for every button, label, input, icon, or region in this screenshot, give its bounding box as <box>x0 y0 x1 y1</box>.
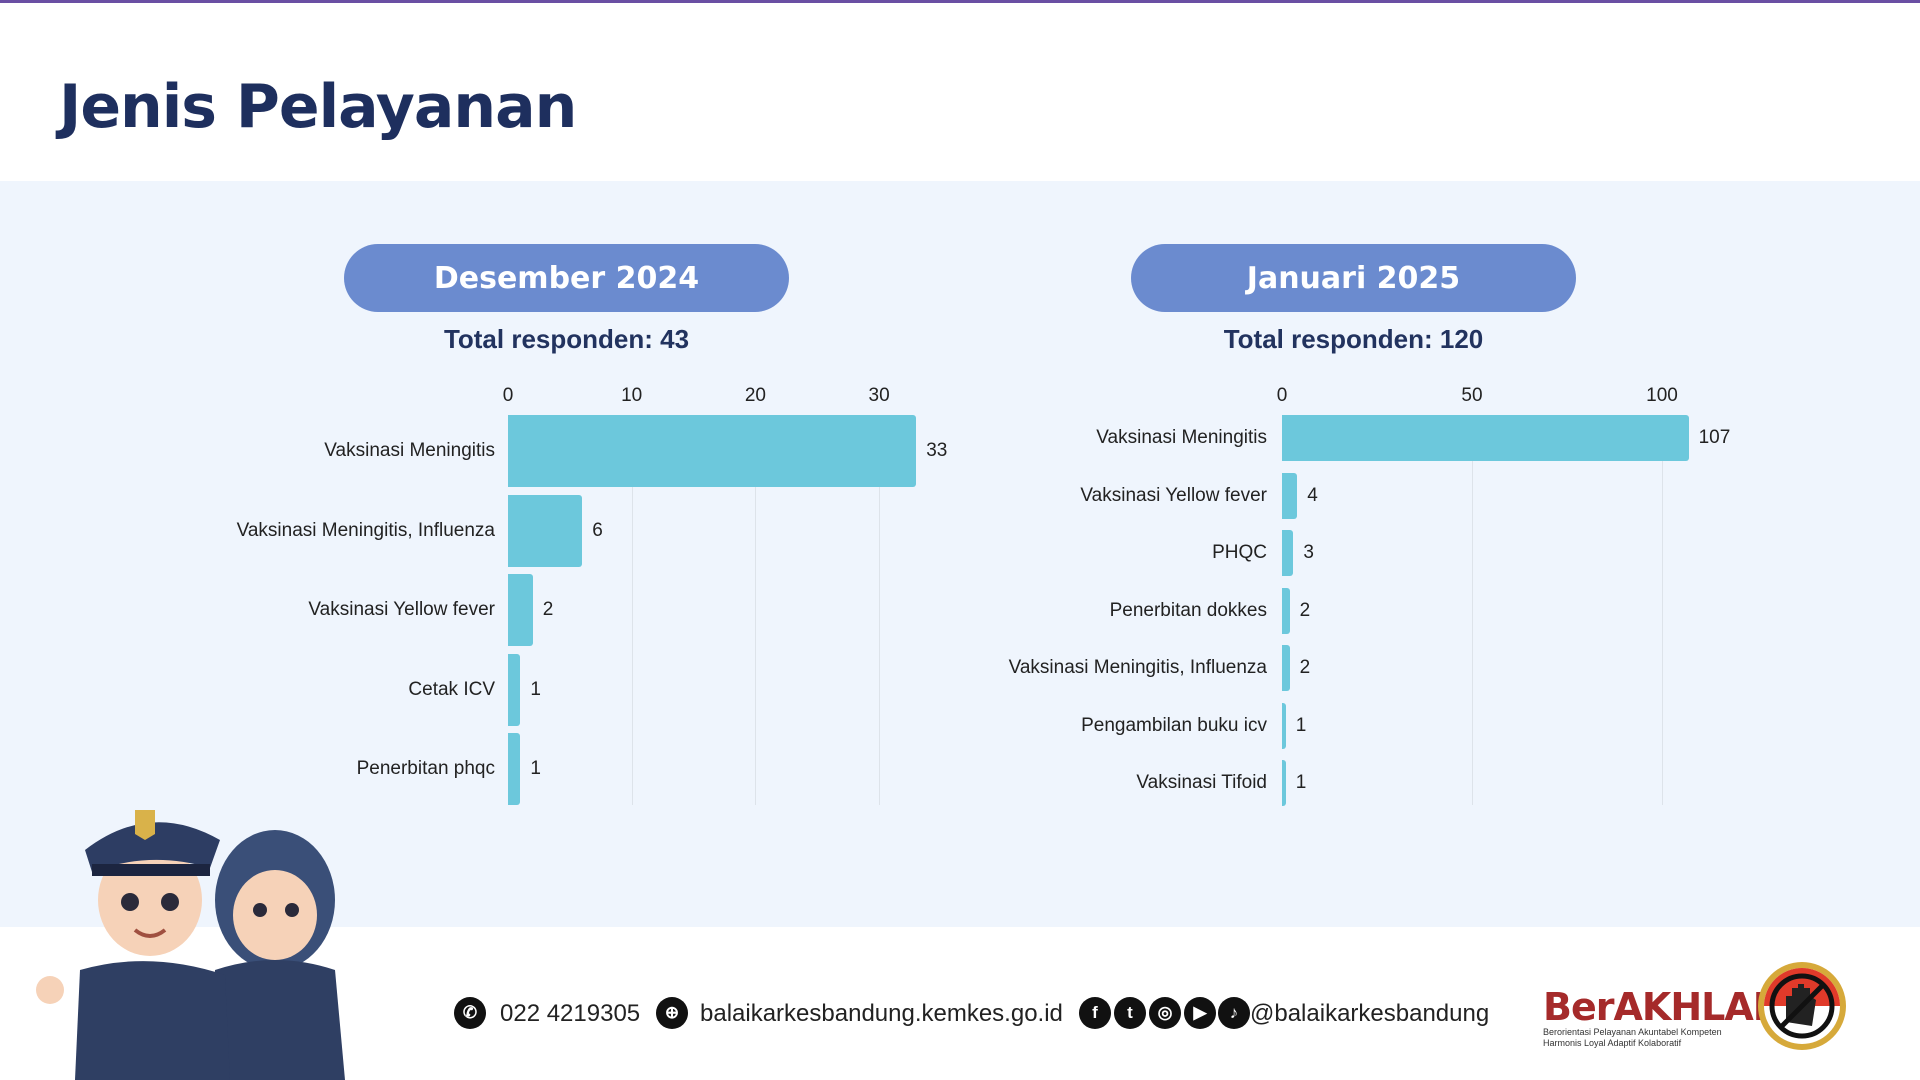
page-title: Jenis Pelayanan <box>59 72 577 142</box>
top-accent-line <box>0 0 1920 3</box>
footer-phone: 022 4219305 <box>500 1000 641 1027</box>
data-label: 4 <box>1307 484 1318 506</box>
phone-icon: ✆ <box>454 997 486 1029</box>
bar <box>508 733 521 806</box>
total-responden-desember: Total responden: 43 <box>443 324 690 354</box>
data-label: 3 <box>1303 542 1314 563</box>
bar <box>1282 472 1298 519</box>
bar <box>508 574 533 647</box>
category-label: Vaksinasi Meningitis, Influenza <box>236 519 495 541</box>
berakhlak-tagline-1: Berorientasi Pelayanan Akuntabel Kompete… <box>1543 1027 1722 1037</box>
footer-website[interactable]: balaikarkesbandung.kemkes.go.id <box>700 1000 1063 1027</box>
tiktok-icon[interactable]: ♪ <box>1218 997 1250 1029</box>
data-label: 33 <box>926 440 948 461</box>
bar <box>508 415 917 487</box>
chart-title-januari: Januari 2025 <box>1131 244 1576 312</box>
berakhlak-logo-text: BerAKHLAK <box>1543 985 1782 1029</box>
x-tick-label: 50 <box>1461 385 1483 406</box>
category-label: Pengambilan buku icv <box>1081 714 1267 736</box>
bar <box>1282 760 1286 806</box>
gridline <box>755 415 757 805</box>
content-panel <box>0 181 1920 927</box>
bar <box>1282 645 1290 691</box>
gridline <box>1472 415 1473 805</box>
x-tick-label: 0 <box>502 385 514 406</box>
berakhlak-tagline-2: Harmonis Loyal Adaptif Kolaboratif <box>1543 1038 1682 1048</box>
data-label: 1 <box>1295 772 1307 793</box>
gridline <box>631 415 633 805</box>
category-label: Vaksinasi Meningitis <box>1096 427 1267 448</box>
instagram-icon[interactable]: ◎ <box>1149 997 1181 1029</box>
bar <box>1282 702 1286 749</box>
chart-title-desember: Desember 2024 <box>344 244 789 312</box>
category-label: Vaksinasi Meningitis, Influenza <box>1008 657 1267 678</box>
x-tick-label: 10 <box>621 385 643 406</box>
data-label: 2 <box>1299 657 1311 678</box>
footer-social-handle[interactable]: @balaikarkesbandung <box>1250 1000 1490 1027</box>
category-label: Vaksinasi Yellow fever <box>308 599 495 621</box>
facebook-icon[interactable]: f <box>1079 997 1111 1029</box>
data-label: 2 <box>542 599 554 621</box>
tolak-korupsi-seal <box>1758 962 1846 1050</box>
total-responden-januari: Total responden: 120 <box>1223 324 1484 354</box>
youtube-icon[interactable]: ▶ <box>1184 997 1216 1029</box>
data-label: 1 <box>1295 714 1307 736</box>
globe-icon: ⊕ <box>656 997 688 1029</box>
category-label: PHQC <box>1212 542 1267 563</box>
data-label: 1 <box>530 678 541 700</box>
bar <box>1282 415 1689 461</box>
bar <box>1282 587 1290 634</box>
twitter-icon[interactable]: t <box>1114 997 1146 1029</box>
x-tick-label: 100 <box>1646 385 1678 406</box>
bar <box>508 494 583 567</box>
data-label: 107 <box>1698 427 1731 448</box>
category-label: Cetak ICV <box>408 678 495 700</box>
x-tick-label: 20 <box>744 385 766 406</box>
bar <box>1282 530 1294 576</box>
bar <box>508 653 521 726</box>
category-label: Vaksinasi Meningitis <box>324 440 495 461</box>
data-label: 1 <box>530 758 541 780</box>
gridline <box>879 415 881 805</box>
category-label: Vaksinasi Tifoid <box>1136 772 1267 793</box>
category-label: Vaksinasi Yellow fever <box>1080 484 1267 506</box>
data-label: 6 <box>592 519 603 541</box>
category-label: Penerbitan phqc <box>356 758 495 780</box>
x-tick-label: 0 <box>1276 385 1288 406</box>
data-label: 2 <box>1299 599 1311 621</box>
gridline <box>1662 415 1663 805</box>
category-label: Penerbitan dokkes <box>1109 599 1267 621</box>
mascot-illustration <box>36 810 345 1080</box>
x-tick-label: 30 <box>868 385 890 406</box>
